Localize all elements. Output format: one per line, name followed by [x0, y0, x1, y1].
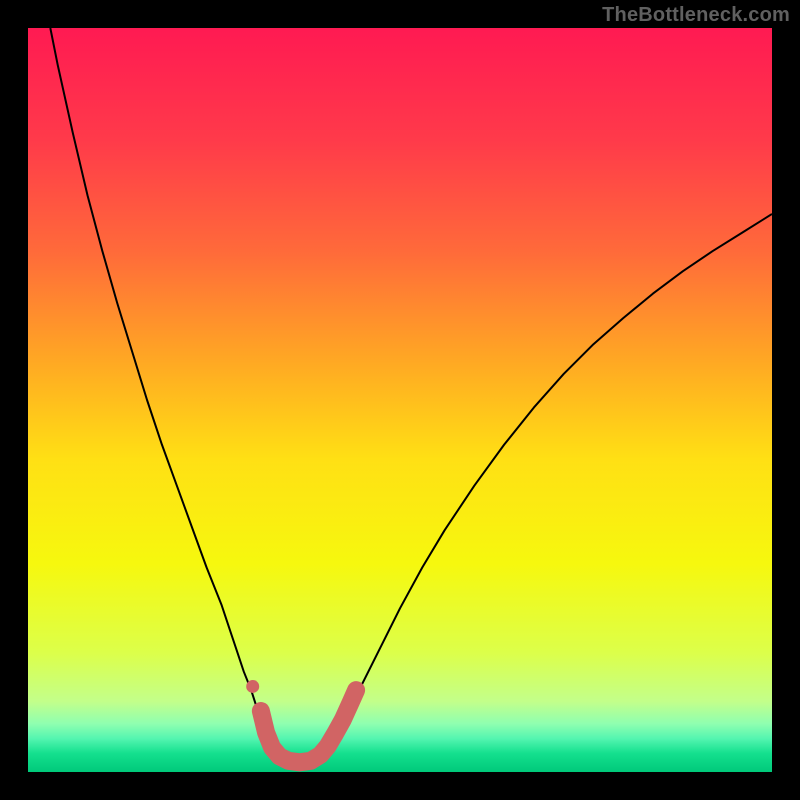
highlight-dot [246, 680, 259, 693]
chart-container: TheBottleneck.com [0, 0, 800, 800]
plot-background [28, 28, 772, 772]
watermark-text: TheBottleneck.com [602, 4, 790, 27]
bottleneck-curve-chart [0, 0, 800, 800]
